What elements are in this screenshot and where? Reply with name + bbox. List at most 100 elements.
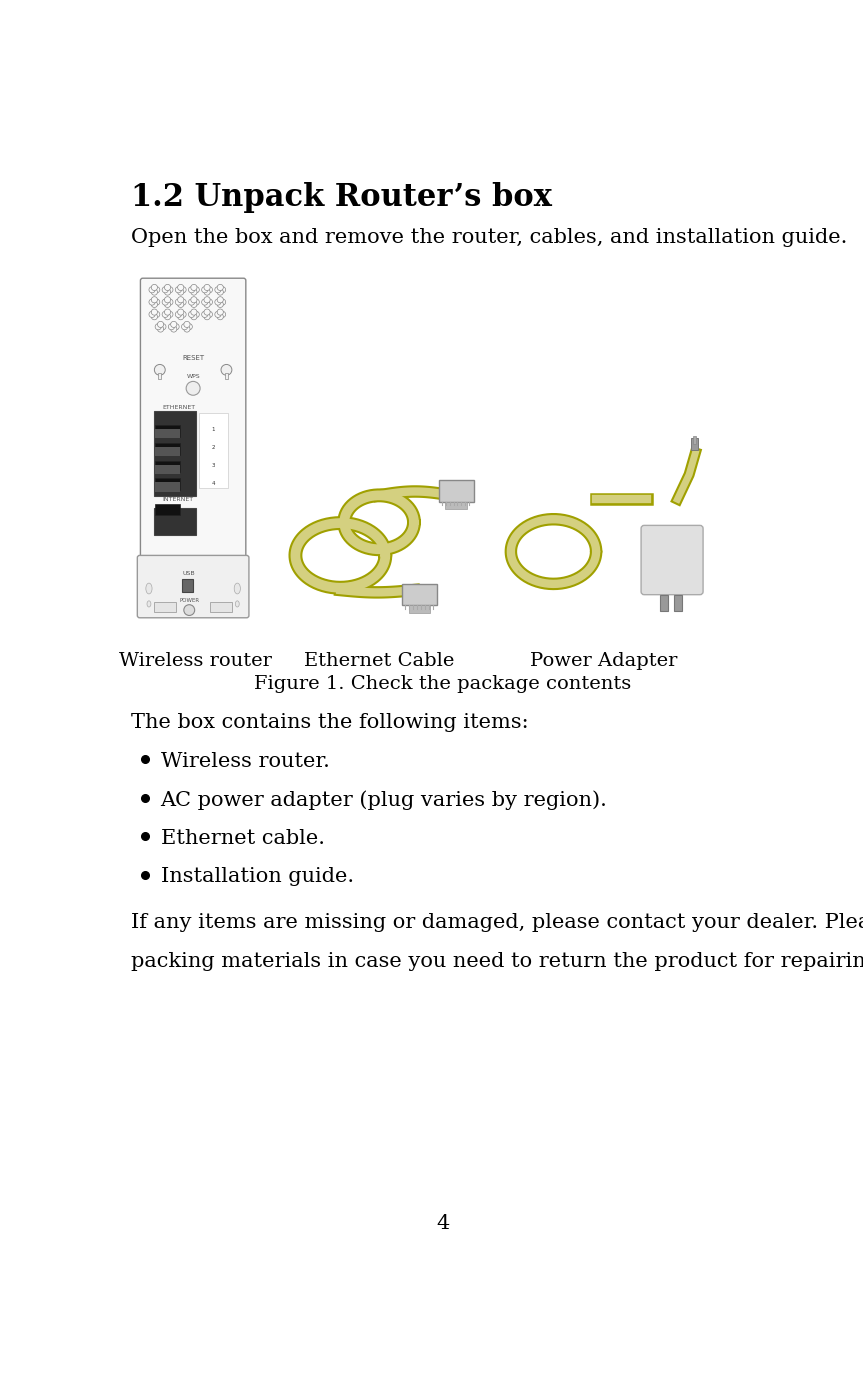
FancyBboxPatch shape — [141, 278, 246, 559]
Circle shape — [151, 314, 157, 319]
Text: The box contains the following items:: The box contains the following items: — [131, 713, 529, 733]
Bar — [154, 602, 176, 612]
Text: Installation guide.: Installation guide. — [161, 868, 354, 887]
Circle shape — [157, 322, 164, 328]
Circle shape — [219, 287, 226, 293]
Bar — [155, 465, 180, 473]
Circle shape — [149, 287, 155, 293]
Circle shape — [191, 285, 197, 290]
Circle shape — [151, 310, 157, 315]
Text: 3: 3 — [211, 462, 215, 468]
Circle shape — [157, 326, 164, 332]
Bar — [691, 437, 697, 450]
Circle shape — [151, 297, 157, 303]
Bar — [182, 579, 193, 593]
Text: Power Adapter: Power Adapter — [530, 651, 677, 669]
Ellipse shape — [234, 583, 241, 594]
Circle shape — [206, 311, 212, 318]
Text: 4: 4 — [211, 480, 215, 486]
Circle shape — [149, 298, 155, 305]
Circle shape — [154, 287, 160, 293]
Bar — [211, 602, 232, 612]
Text: If any items are missing or damaged, please contact your dealer. Please keep ori: If any items are missing or damaged, ple… — [131, 913, 863, 933]
Circle shape — [178, 310, 184, 315]
Circle shape — [191, 301, 197, 308]
Circle shape — [215, 298, 221, 305]
Circle shape — [151, 285, 157, 290]
Circle shape — [165, 297, 171, 303]
Circle shape — [188, 298, 195, 305]
Circle shape — [204, 314, 211, 319]
Bar — [155, 429, 180, 439]
Circle shape — [154, 311, 160, 318]
Bar — [155, 479, 180, 490]
Text: Ethernet cable.: Ethernet cable. — [161, 829, 324, 848]
Text: 2: 2 — [211, 446, 215, 450]
Circle shape — [204, 289, 211, 296]
Circle shape — [171, 322, 177, 328]
Circle shape — [168, 323, 174, 330]
Circle shape — [165, 310, 171, 315]
Circle shape — [175, 298, 181, 305]
Circle shape — [184, 322, 190, 328]
Bar — [155, 482, 180, 491]
Circle shape — [178, 301, 184, 308]
Bar — [693, 436, 696, 444]
Circle shape — [167, 298, 173, 305]
Circle shape — [151, 301, 157, 308]
Text: INTERNET: INTERNET — [162, 497, 193, 502]
Circle shape — [154, 365, 165, 375]
Circle shape — [215, 311, 221, 318]
Circle shape — [162, 298, 168, 305]
Circle shape — [188, 311, 195, 318]
Bar — [674, 595, 682, 611]
Ellipse shape — [236, 601, 239, 607]
Bar — [402, 584, 438, 605]
Bar — [225, 373, 228, 379]
Bar — [155, 443, 180, 454]
Bar — [155, 425, 180, 437]
Circle shape — [204, 310, 211, 315]
Circle shape — [219, 298, 226, 305]
Text: USB: USB — [183, 570, 196, 576]
Circle shape — [204, 301, 211, 308]
Circle shape — [151, 289, 157, 296]
Circle shape — [165, 301, 171, 308]
Circle shape — [180, 298, 186, 305]
Circle shape — [178, 297, 184, 303]
Circle shape — [191, 289, 197, 296]
Bar — [155, 504, 180, 515]
Circle shape — [191, 310, 197, 315]
Text: 1: 1 — [211, 428, 215, 433]
Circle shape — [180, 311, 186, 318]
Circle shape — [184, 326, 190, 332]
Circle shape — [160, 323, 166, 330]
Bar — [155, 447, 180, 457]
Bar — [198, 414, 228, 489]
Circle shape — [202, 287, 208, 293]
Text: ETHERNET: ETHERNET — [162, 405, 195, 409]
Bar — [155, 461, 180, 472]
Text: 1.2 Unpack Router’s box: 1.2 Unpack Router’s box — [131, 182, 552, 212]
Circle shape — [154, 298, 160, 305]
Text: Ethernet Cable: Ethernet Cable — [304, 651, 454, 669]
Circle shape — [204, 297, 211, 303]
Circle shape — [217, 285, 224, 290]
Circle shape — [191, 314, 197, 319]
Circle shape — [167, 287, 173, 293]
Circle shape — [173, 323, 180, 330]
Circle shape — [202, 298, 208, 305]
Text: 4: 4 — [436, 1213, 450, 1233]
Circle shape — [191, 297, 197, 303]
Circle shape — [215, 287, 221, 293]
Circle shape — [162, 287, 168, 293]
Circle shape — [193, 311, 199, 318]
Circle shape — [178, 314, 184, 319]
Circle shape — [217, 314, 224, 319]
Text: WPS: WPS — [186, 375, 200, 379]
Text: packing materials in case you need to return the product for repairing.: packing materials in case you need to re… — [131, 952, 863, 972]
Circle shape — [155, 323, 161, 330]
Circle shape — [186, 323, 192, 330]
Circle shape — [217, 310, 224, 315]
Circle shape — [221, 365, 232, 375]
